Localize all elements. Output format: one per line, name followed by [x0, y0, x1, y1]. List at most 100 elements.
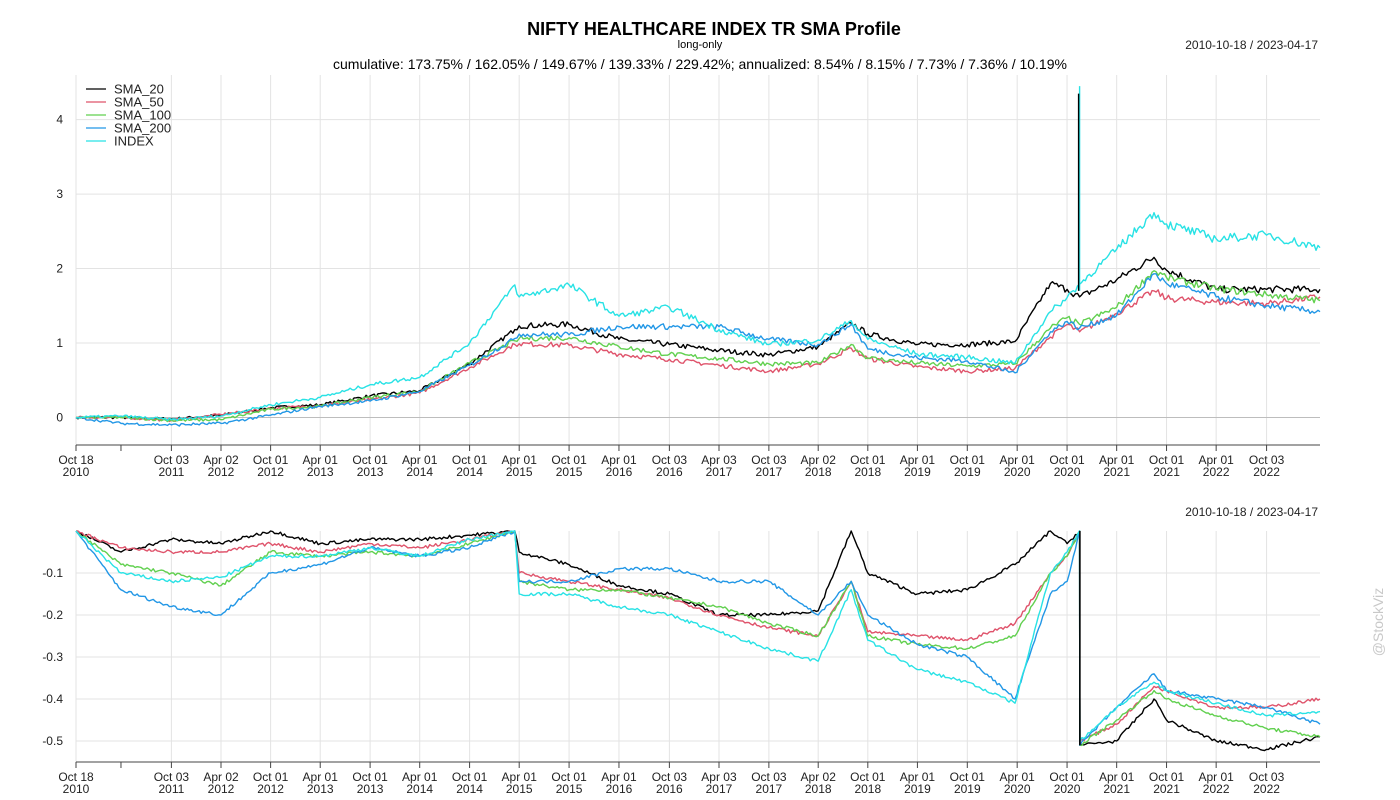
series-line-sma-20: [75, 256, 1321, 421]
y-tick-label: -0.2: [42, 608, 63, 622]
y-tick-label: -0.4: [42, 692, 63, 706]
x-tick-year: 2019: [904, 782, 931, 796]
bottom-panel-series: [75, 530, 1321, 752]
legend-label: SMA_50: [114, 95, 164, 110]
x-tick-label: Oct 01: [452, 453, 488, 467]
legend-label: SMA_20: [114, 82, 164, 97]
x-tick-year: 2020: [1004, 782, 1031, 796]
y-tick-label: 0: [56, 410, 63, 424]
x-tick-label: Oct 03: [751, 770, 787, 784]
date-range-top: 2010-10-18 / 2023-04-17: [1185, 38, 1318, 52]
x-tick-year: 2019: [954, 465, 981, 479]
x-tick-year: 2015: [556, 465, 583, 479]
x-tick-year: 2018: [805, 465, 832, 479]
x-tick-year: 2015: [556, 782, 583, 796]
x-tick-year: 2017: [706, 782, 733, 796]
x-tick-label: Apr 03: [701, 453, 737, 467]
series-line-sma-200: [75, 273, 1321, 427]
chart-subtitle: long-only: [678, 39, 723, 51]
x-tick-label: Oct 03: [1249, 453, 1285, 467]
series-line-index: [75, 212, 1321, 422]
y-tick-label: 1: [56, 336, 63, 350]
x-tick-label: Oct 18: [58, 770, 94, 784]
x-tick-label: Oct 03: [751, 453, 787, 467]
x-tick-year: 2021: [1103, 782, 1130, 796]
x-tick-label: Oct 01: [850, 453, 886, 467]
y-tick-label: -0.1: [42, 566, 63, 580]
chart-title: NIFTY HEALTHCARE INDEX TR SMA Profile: [527, 19, 901, 39]
legend-label: INDEX: [114, 134, 154, 149]
x-tick-label: Oct 03: [154, 453, 190, 467]
bottom-panel-grid: -0.1 -0.2 -0.3 -0.4 -0.5: [42, 531, 1320, 762]
x-tick-year: 2013: [357, 782, 384, 796]
x-tick-label: Apr 01: [1198, 453, 1234, 467]
y-tick-label: 4: [56, 113, 63, 127]
x-tick-year: 2010: [63, 465, 90, 479]
x-tick-year: 2016: [606, 465, 633, 479]
x-tick-label: Apr 02: [801, 770, 837, 784]
x-tick-year: 2022: [1253, 782, 1280, 796]
x-tick-label: Apr 01: [502, 770, 538, 784]
x-tick-label: Apr 01: [402, 770, 438, 784]
series-line-sma-200: [75, 530, 1321, 746]
y-tick-label: -0.3: [42, 650, 63, 664]
series-line-sma-100: [76, 270, 1321, 423]
x-tick-label: Oct 03: [652, 770, 688, 784]
x-tick-label: Oct 01: [253, 453, 289, 467]
x-tick-label: Apr 02: [801, 453, 837, 467]
x-tick-label: Oct 01: [253, 770, 289, 784]
x-tick-label: Apr 01: [1099, 770, 1135, 784]
x-tick-label: Apr 01: [303, 453, 339, 467]
x-tick-year: 2020: [1054, 782, 1081, 796]
x-tick-year: 2012: [257, 465, 284, 479]
x-tick-year: 2016: [606, 782, 633, 796]
x-tick-year: 2019: [954, 782, 981, 796]
x-tick-label: Apr 02: [203, 770, 239, 784]
y-tick-label: -0.5: [42, 734, 63, 748]
x-tick-label: Apr 01: [999, 770, 1035, 784]
x-tick-label: Oct 01: [1049, 453, 1085, 467]
x-tick-label: Oct 01: [551, 770, 587, 784]
x-tick-label: Apr 01: [601, 453, 637, 467]
series-line-sma-50: [76, 530, 1321, 742]
x-tick-year: 2020: [1054, 465, 1081, 479]
series-line-index: [75, 530, 1321, 742]
x-tick-year: 2015: [506, 465, 533, 479]
x-tick-label: Apr 01: [502, 453, 538, 467]
x-tick-label: Oct 01: [452, 770, 488, 784]
x-tick-label: Apr 01: [900, 770, 936, 784]
x-tick-label: Oct 18: [58, 453, 94, 467]
x-tick-year: 2015: [506, 782, 533, 796]
x-tick-label: Apr 01: [1099, 453, 1135, 467]
x-tick-label: Oct 01: [551, 453, 587, 467]
x-tick-year: 2019: [904, 465, 931, 479]
x-tick-label: Apr 01: [999, 453, 1035, 467]
x-tick-year: 2022: [1253, 465, 1280, 479]
x-tick-year: 2018: [854, 465, 881, 479]
x-tick-year: 2013: [357, 465, 384, 479]
x-tick-label: Apr 01: [1198, 770, 1234, 784]
x-tick-label: Apr 02: [203, 453, 239, 467]
legend-label: SMA_100: [114, 108, 171, 123]
x-tick-year: 2020: [1004, 465, 1031, 479]
series-line-sma-100: [75, 530, 1321, 747]
x-tick-year: 2014: [456, 465, 483, 479]
top-panel-series: [75, 86, 1321, 427]
legend-label: SMA_200: [114, 121, 171, 136]
x-tick-year: 2013: [307, 465, 334, 479]
x-tick-year: 2017: [756, 782, 783, 796]
x-tick-year: 2017: [756, 465, 783, 479]
x-tick-label: Oct 01: [1149, 453, 1185, 467]
x-tick-label: Oct 01: [950, 453, 986, 467]
x-tick-year: 2011: [158, 465, 184, 479]
x-tick-year: 2012: [208, 465, 235, 479]
y-tick-label: 2: [56, 262, 63, 276]
x-tick-label: Apr 01: [900, 453, 936, 467]
x-tick-year: 2016: [656, 465, 683, 479]
x-tick-label: Oct 03: [652, 453, 688, 467]
x-tick-year: 2016: [656, 782, 683, 796]
